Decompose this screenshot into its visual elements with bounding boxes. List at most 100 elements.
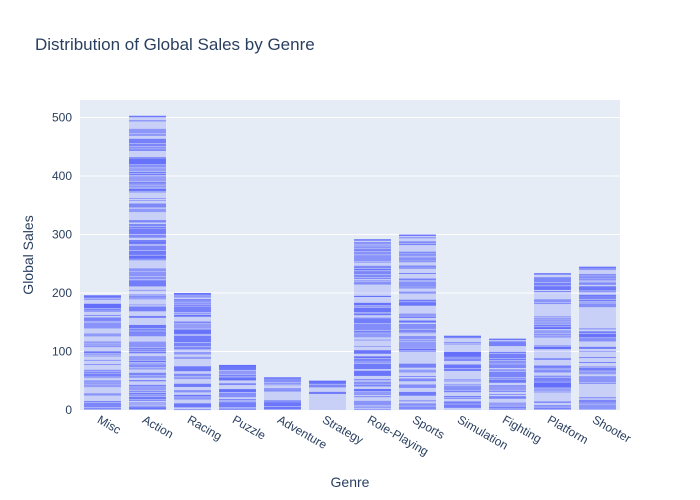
bar-racing[interactable] <box>174 293 211 411</box>
bar-segment <box>579 366 616 368</box>
bar-segment <box>489 371 526 377</box>
bar-segment <box>489 377 526 379</box>
bar-top <box>399 234 436 237</box>
bar-segment <box>354 255 391 262</box>
bar-sports[interactable] <box>399 234 436 410</box>
bar-segment <box>489 407 526 409</box>
bar-misc[interactable] <box>84 295 121 410</box>
bar-segment <box>444 357 481 359</box>
bar-segment <box>354 359 391 362</box>
bar-segment <box>129 360 166 363</box>
bar-segment <box>354 358 391 360</box>
bar-segment <box>84 394 121 396</box>
bar-segment <box>129 175 166 177</box>
y-tick-label: 500 <box>52 111 72 125</box>
bar-segment <box>129 244 166 246</box>
bar-segment <box>399 342 436 348</box>
bar-segment <box>399 278 436 280</box>
bar-segment <box>129 245 166 251</box>
bar-segment <box>129 376 166 378</box>
bar-segment <box>129 407 166 410</box>
bar-shooter[interactable] <box>579 266 616 410</box>
bar-segment <box>219 399 256 401</box>
bar-segment <box>489 360 526 364</box>
bar-segment <box>354 363 391 370</box>
bar-segment <box>129 147 166 148</box>
bar-segment <box>264 400 301 402</box>
bar-segment <box>129 351 166 353</box>
bar-segment <box>174 328 211 330</box>
bar-segment <box>534 327 571 330</box>
bar-segment <box>309 391 346 394</box>
bar-segment <box>399 384 436 388</box>
bar-segment <box>354 391 391 393</box>
x-tick-label: Puzzle <box>230 412 268 442</box>
bar-platform[interactable] <box>534 273 571 410</box>
bar-segment <box>84 384 121 388</box>
bar-segment <box>264 401 301 402</box>
bar-segment <box>174 390 211 393</box>
bar-segment <box>129 143 166 147</box>
bar-segment <box>489 342 526 347</box>
bar-segment <box>354 346 391 347</box>
bar-segment <box>84 408 121 410</box>
bar-segment <box>579 300 616 302</box>
bar-segment <box>84 369 121 372</box>
bar-segment <box>174 376 211 378</box>
y-tick-label: 0 <box>65 403 72 417</box>
bar-adventure[interactable] <box>264 377 301 410</box>
bar-action[interactable] <box>129 115 166 410</box>
bar-segment <box>354 251 391 255</box>
bar-segment <box>444 380 481 382</box>
bar-segment <box>129 315 166 318</box>
bar-strategy[interactable] <box>309 380 346 410</box>
bar-fighting[interactable] <box>489 338 526 410</box>
bar-segment <box>579 372 616 373</box>
bar-segment <box>174 351 211 355</box>
x-tick-label: Simulation <box>455 412 511 452</box>
bar-segment <box>129 241 166 244</box>
bar-segment <box>579 291 616 293</box>
bar-segment <box>129 280 166 287</box>
bar-segment <box>534 330 571 332</box>
bar-segment <box>129 165 166 168</box>
bar-segment <box>84 393 121 395</box>
bar-segment <box>579 351 616 352</box>
bar-segment <box>129 331 166 333</box>
bar-segment <box>534 388 571 391</box>
bar-segment <box>354 242 391 243</box>
bar-segment <box>174 299 211 301</box>
bar-segment <box>534 407 571 410</box>
bar-segment <box>354 277 391 280</box>
bar-segment <box>399 287 436 289</box>
bar-segment <box>174 409 211 411</box>
bar-top <box>309 380 346 383</box>
bar-segment <box>264 382 301 384</box>
bar-segment <box>444 404 481 408</box>
bar-segment <box>354 249 391 251</box>
bar-puzzle[interactable] <box>219 364 256 410</box>
bar-segment <box>219 409 256 410</box>
bar-segment <box>129 173 166 176</box>
bar-segment <box>579 346 616 349</box>
bar-segment <box>354 307 391 313</box>
bar-segment <box>354 396 391 398</box>
bar-segment <box>84 295 121 299</box>
bar-role-playing[interactable] <box>354 239 391 411</box>
bar-segment <box>579 299 616 301</box>
bar-segment <box>579 303 616 308</box>
bar-segment <box>129 240 166 242</box>
bar-simulation[interactable] <box>444 335 481 410</box>
bar-segment <box>399 299 436 302</box>
bar-segment <box>174 306 211 313</box>
bar-segment <box>354 379 391 380</box>
bar-segment <box>444 343 481 345</box>
bar-segment <box>579 362 616 363</box>
bar-segment <box>444 342 481 344</box>
bar-segment <box>129 134 166 135</box>
bar-segment <box>129 385 166 387</box>
bar-segment <box>489 390 526 392</box>
bar-segment <box>219 375 256 376</box>
bar-segment <box>399 265 436 267</box>
